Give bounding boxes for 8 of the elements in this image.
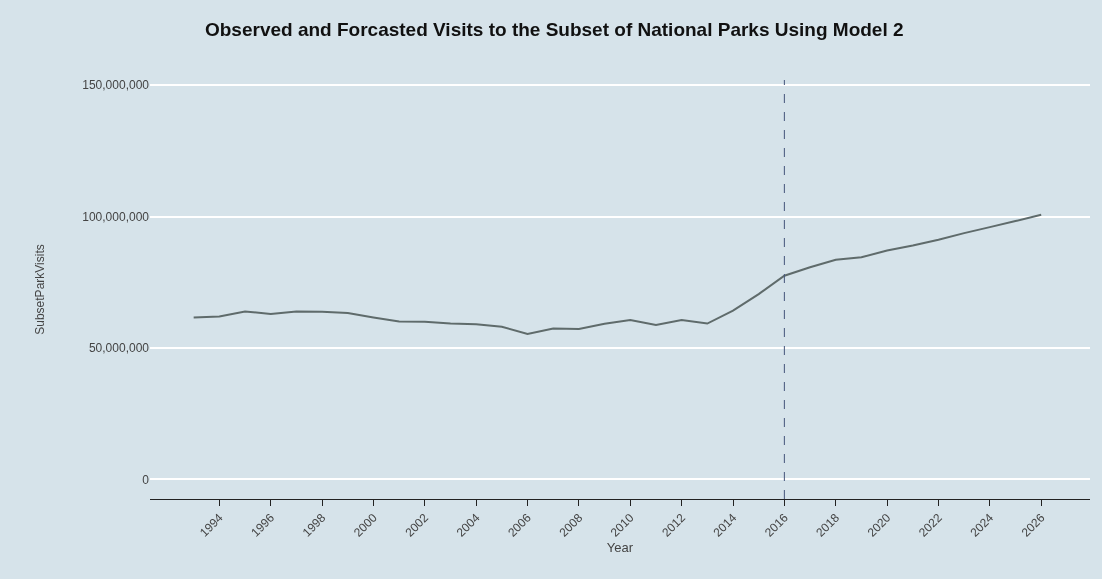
x-axis-title: Year	[606, 539, 634, 555]
chart-title: Observed and Forcasted Visits to the Subset of National Parks Using Model 2	[204, 19, 904, 41]
y-tick-label: 50,000,000	[88, 341, 150, 356]
y-tick-label: 0	[142, 472, 150, 487]
line-series	[192, 213, 1043, 336]
y-tick-label: 150,000,000	[82, 78, 150, 93]
y-axis-title: SubsetParkVisits	[32, 244, 47, 335]
y-tick-label: 100,000,000	[82, 209, 150, 224]
